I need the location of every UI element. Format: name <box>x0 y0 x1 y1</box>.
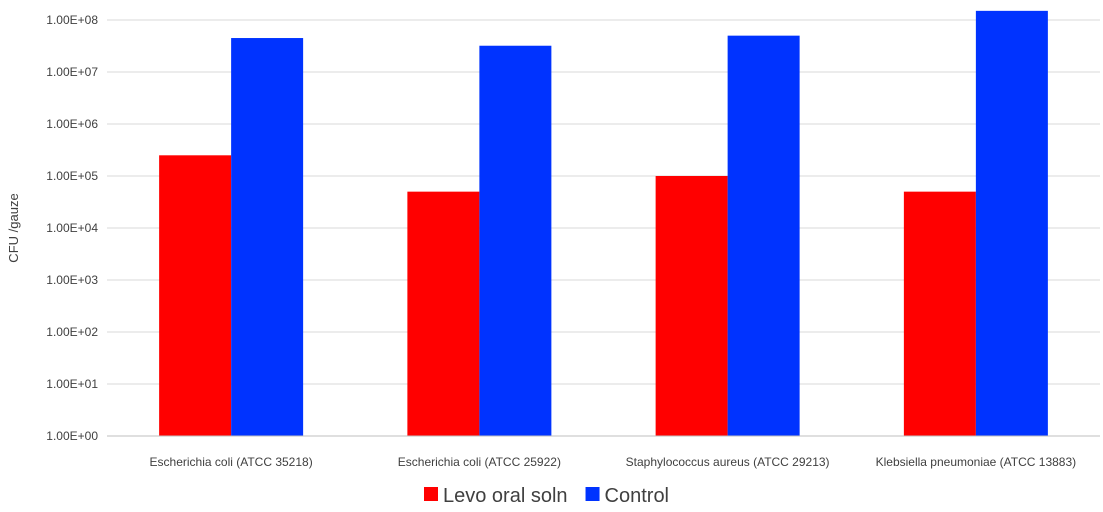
x-category-label: Escherichia coli (ATCC 35218) <box>150 455 313 469</box>
bar <box>479 45 552 436</box>
y-axis-ticks: 1.00E+00 1.00E+01 1.00E+02 1.00E+03 1.00E+04… <box>46 13 98 443</box>
x-category-label: Escherichia coli (ATCC 25922) <box>398 455 561 469</box>
legend-label: Control <box>605 485 669 507</box>
legend-swatch <box>424 487 438 501</box>
bar <box>159 155 232 436</box>
bar <box>727 35 800 436</box>
legend-swatch <box>585 487 600 501</box>
y-tick-label: 1.00E+00 <box>46 429 98 443</box>
y-tick-label: 1.00E+08 <box>46 13 98 27</box>
category-labels: Escherichia coli (ATCC 35218) Escherichia… <box>150 455 1077 469</box>
y-tick-label: 1.00E+03 <box>46 273 98 287</box>
bar <box>903 191 976 436</box>
legend-label: Levo oral soln <box>443 485 568 507</box>
bar <box>655 176 728 436</box>
y-tick-label: 1.00E+01 <box>46 377 98 391</box>
bar <box>407 191 480 436</box>
legend: Levo oral soln Control <box>424 485 669 507</box>
y-tick-label: 1.00E+07 <box>46 65 98 79</box>
y-axis-label: CFU /gauze <box>6 193 21 262</box>
x-category-label: Klebsiella pneumoniae (ATCC 13883) <box>876 455 1077 469</box>
y-tick-label: 1.00E+04 <box>46 221 98 235</box>
bar <box>975 10 1048 436</box>
bar <box>231 38 304 436</box>
y-tick-label: 1.00E+02 <box>46 325 98 339</box>
y-tick-label: 1.00E+06 <box>46 117 98 131</box>
bars <box>159 10 1048 436</box>
y-tick-label: 1.00E+05 <box>46 169 98 183</box>
x-category-label: Staphylococcus aureus (ATCC 29213) <box>626 455 830 469</box>
